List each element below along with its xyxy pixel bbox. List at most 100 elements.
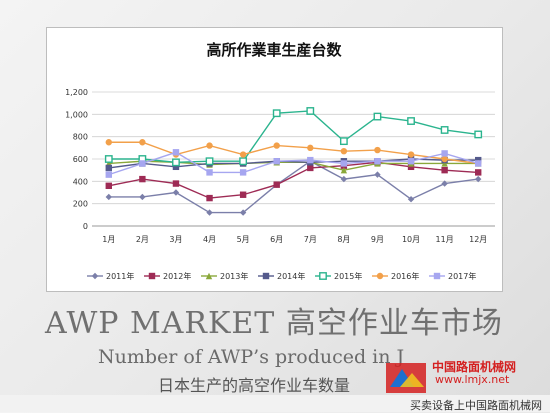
footer-text: 买卖设备上中国路面机械网 bbox=[410, 399, 542, 412]
watermark-url: www.lmjx.net bbox=[435, 373, 510, 386]
data-point bbox=[105, 182, 112, 189]
data-point bbox=[374, 171, 381, 178]
y-tick-label: 0 bbox=[83, 222, 88, 231]
data-point bbox=[239, 191, 247, 198]
data-point bbox=[475, 160, 482, 167]
series-6 bbox=[105, 149, 482, 178]
data-point bbox=[339, 137, 348, 146]
legend-label: 2016年 bbox=[391, 271, 419, 281]
data-point bbox=[239, 151, 247, 158]
series-line bbox=[108, 161, 479, 199]
legend-label: 2013年 bbox=[220, 271, 248, 281]
data-point bbox=[139, 160, 146, 167]
legend-item: 2012年 bbox=[144, 271, 191, 281]
legend: 2011年 2012年 2013年 2014年 2015年 2016年 2017年 bbox=[87, 271, 476, 281]
watermark-brand: 中国路面机械网 bbox=[432, 360, 517, 374]
series-4 bbox=[104, 107, 483, 167]
y-tick-label: 1,200 bbox=[65, 88, 88, 97]
data-point bbox=[105, 171, 112, 178]
data-point bbox=[139, 193, 146, 201]
legend-marker bbox=[433, 272, 441, 280]
data-point bbox=[172, 163, 180, 171]
slide-subtitle-chinese: 日本生产的高空作业车数量 bbox=[158, 376, 351, 395]
data-point bbox=[441, 160, 448, 167]
legend-item: 2015年 bbox=[315, 271, 362, 281]
data-point bbox=[340, 166, 348, 174]
data-point bbox=[441, 155, 448, 163]
data-point bbox=[407, 158, 415, 165]
watermark-logo-icon bbox=[386, 363, 426, 393]
data-point bbox=[307, 164, 314, 172]
x-tick-label: 5月 bbox=[237, 235, 250, 244]
x-tick-label: 3月 bbox=[169, 235, 182, 244]
data-point bbox=[273, 181, 280, 188]
slide-subtitle-english: Number of AWP’s produced in J bbox=[98, 346, 405, 368]
data-point bbox=[206, 169, 213, 176]
series-line bbox=[108, 151, 479, 176]
legend-item: 2011年 bbox=[87, 271, 134, 281]
x-tick-label: 10月 bbox=[402, 235, 420, 244]
data-point bbox=[172, 149, 180, 156]
data-point bbox=[475, 169, 482, 176]
footer-bar bbox=[0, 395, 550, 412]
legend-item: 2013年 bbox=[201, 271, 248, 281]
data-point bbox=[340, 147, 348, 155]
y-tick-label: 1,000 bbox=[65, 110, 88, 119]
data-point bbox=[172, 180, 180, 187]
y-tick-label: 600 bbox=[73, 155, 88, 164]
legend-item: 2016年 bbox=[372, 271, 419, 281]
x-tick-label: 9月 bbox=[371, 235, 384, 244]
x-tick-label: 11月 bbox=[436, 235, 454, 244]
data-point bbox=[307, 144, 314, 152]
legend-label: 2012年 bbox=[163, 271, 191, 281]
data-point bbox=[441, 180, 448, 187]
data-point bbox=[306, 107, 315, 115]
data-point bbox=[205, 157, 214, 166]
legend-marker bbox=[148, 272, 156, 280]
y-tick-label: 800 bbox=[73, 133, 88, 142]
data-point bbox=[340, 160, 348, 167]
data-point bbox=[373, 112, 382, 121]
series-line bbox=[108, 141, 479, 165]
data-point bbox=[172, 158, 180, 167]
data-point bbox=[206, 209, 213, 216]
data-point bbox=[407, 117, 415, 125]
data-point bbox=[374, 158, 381, 165]
legend-item: 2014年 bbox=[258, 271, 305, 281]
series-line bbox=[108, 160, 479, 214]
x-tick-label: 2月 bbox=[136, 235, 149, 244]
x-tick-label: 12月 bbox=[469, 235, 487, 244]
data-point bbox=[474, 130, 483, 139]
data-point bbox=[239, 209, 247, 216]
data-point bbox=[206, 194, 213, 202]
data-point bbox=[475, 156, 482, 164]
slide-headline: AWP MARKET 高空作业车市场 bbox=[45, 306, 503, 341]
data-point bbox=[104, 155, 113, 163]
series-lines bbox=[104, 107, 483, 216]
data-point bbox=[206, 142, 213, 149]
legend-label: 2017年 bbox=[448, 271, 476, 281]
data-point bbox=[172, 189, 180, 196]
data-point bbox=[441, 150, 448, 157]
legend-marker bbox=[205, 272, 213, 280]
legend-label: 2011年 bbox=[106, 271, 134, 281]
y-tick-label: 400 bbox=[73, 177, 88, 186]
data-point bbox=[272, 109, 281, 118]
data-point bbox=[407, 163, 415, 171]
data-point bbox=[475, 175, 482, 183]
data-point bbox=[273, 142, 280, 149]
legend-label: 2014年 bbox=[277, 271, 305, 281]
axes: 0 200 400 600 800 1,000 1,200 1月 2月 3月 4月 5月 6月 7月 8月 9… bbox=[65, 88, 495, 244]
series-0 bbox=[105, 158, 482, 216]
data-point bbox=[407, 196, 415, 203]
legend-marker bbox=[319, 272, 327, 280]
x-tick-label: 8月 bbox=[337, 235, 350, 244]
legend-item: 2017年 bbox=[429, 271, 476, 281]
x-tick-label: 4月 bbox=[203, 235, 216, 244]
data-point bbox=[407, 151, 415, 158]
data-point bbox=[273, 158, 280, 165]
data-point bbox=[440, 126, 449, 134]
data-point bbox=[139, 139, 146, 146]
series-line bbox=[108, 110, 479, 164]
